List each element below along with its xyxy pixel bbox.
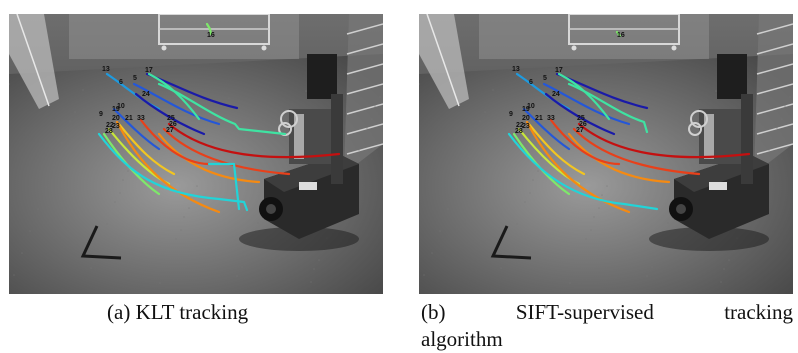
track-label: 26 bbox=[579, 121, 587, 128]
track-label: 5 bbox=[133, 75, 137, 82]
track-line bbox=[97, 132, 249, 212]
panel-sift-image: 13 17 6 5 10 9 19 20 21 22 23 24 28 33 25 26 27 16 bbox=[419, 14, 793, 294]
track-label: 28 bbox=[105, 128, 113, 135]
track-label: 20 bbox=[522, 115, 530, 122]
track-label: 16 bbox=[207, 32, 215, 39]
track-line bbox=[527, 122, 586, 176]
track-label: 19 bbox=[112, 106, 120, 113]
track-label: 6 bbox=[119, 79, 123, 86]
track-label: 21 bbox=[535, 115, 543, 122]
track-line bbox=[167, 122, 341, 159]
track-line bbox=[205, 22, 213, 36]
track-line bbox=[102, 132, 161, 196]
track-label: 13 bbox=[102, 66, 110, 73]
caption-b-word-2: tracking bbox=[724, 300, 793, 324]
caption-b-line-2: algorithm bbox=[421, 327, 503, 351]
track-label: 13 bbox=[512, 66, 520, 73]
caption-a-word-2: tracking bbox=[179, 300, 249, 324]
track-line bbox=[132, 82, 221, 126]
track-label: 21 bbox=[125, 115, 133, 122]
track-line bbox=[567, 132, 671, 184]
caption-a-word-1: KLT bbox=[135, 300, 175, 324]
track-label: 26 bbox=[169, 121, 177, 128]
track-label: 24 bbox=[142, 91, 150, 98]
track-line bbox=[115, 120, 221, 214]
track-label: 22 bbox=[516, 122, 524, 129]
track-line bbox=[572, 127, 701, 176]
track-label: 23 bbox=[112, 123, 120, 130]
track-line bbox=[522, 107, 571, 151]
track-line bbox=[544, 92, 616, 136]
track-label: 9 bbox=[509, 111, 513, 118]
caption-b-tag: (b) bbox=[421, 300, 446, 324]
track-line bbox=[542, 82, 631, 126]
track-line bbox=[525, 120, 631, 214]
track-label: 5 bbox=[543, 75, 547, 82]
caption-b-word-1: SIFT-supervised bbox=[515, 300, 654, 324]
caption-a: (a) KLT tracking bbox=[107, 298, 248, 326]
track-label: 20 bbox=[112, 115, 120, 122]
track-label: 10 bbox=[527, 103, 535, 110]
track-label: 25 bbox=[167, 115, 175, 122]
track-line bbox=[507, 132, 659, 211]
track-label: 19 bbox=[522, 106, 530, 113]
track-label: 23 bbox=[522, 123, 530, 130]
track-line bbox=[112, 107, 161, 151]
track-line bbox=[157, 82, 287, 136]
track-line bbox=[549, 118, 621, 166]
track-label: 10 bbox=[117, 103, 125, 110]
track-line bbox=[615, 30, 622, 38]
panel-klt-image: 13 17 6 5 10 9 19 20 21 22 23 24 28 33 25 26 27 16 bbox=[9, 14, 383, 294]
track-label: 17 bbox=[145, 67, 153, 74]
track-label: 33 bbox=[137, 115, 145, 122]
caption-b: (b) SIFT-supervised tracking bbox=[421, 298, 793, 326]
track-label: 16 bbox=[617, 32, 625, 39]
track-line bbox=[567, 82, 649, 134]
track-line bbox=[139, 118, 211, 166]
track-label: 22 bbox=[106, 122, 114, 129]
track-label: 28 bbox=[515, 128, 523, 135]
caption-a-tag: (a) bbox=[107, 300, 131, 324]
track-label: 27 bbox=[166, 127, 174, 134]
track-line bbox=[162, 127, 291, 176]
track-label: 9 bbox=[99, 111, 103, 118]
track-label: 24 bbox=[552, 91, 560, 98]
track-line bbox=[157, 132, 261, 184]
track-label: 33 bbox=[547, 115, 555, 122]
track-line bbox=[134, 92, 206, 136]
track-line bbox=[117, 122, 176, 176]
track-label: 25 bbox=[577, 115, 585, 122]
track-label: 6 bbox=[529, 79, 533, 86]
track-line bbox=[577, 122, 751, 159]
track-label: 27 bbox=[576, 127, 584, 134]
track-line bbox=[207, 162, 241, 211]
track-label: 17 bbox=[555, 67, 563, 74]
